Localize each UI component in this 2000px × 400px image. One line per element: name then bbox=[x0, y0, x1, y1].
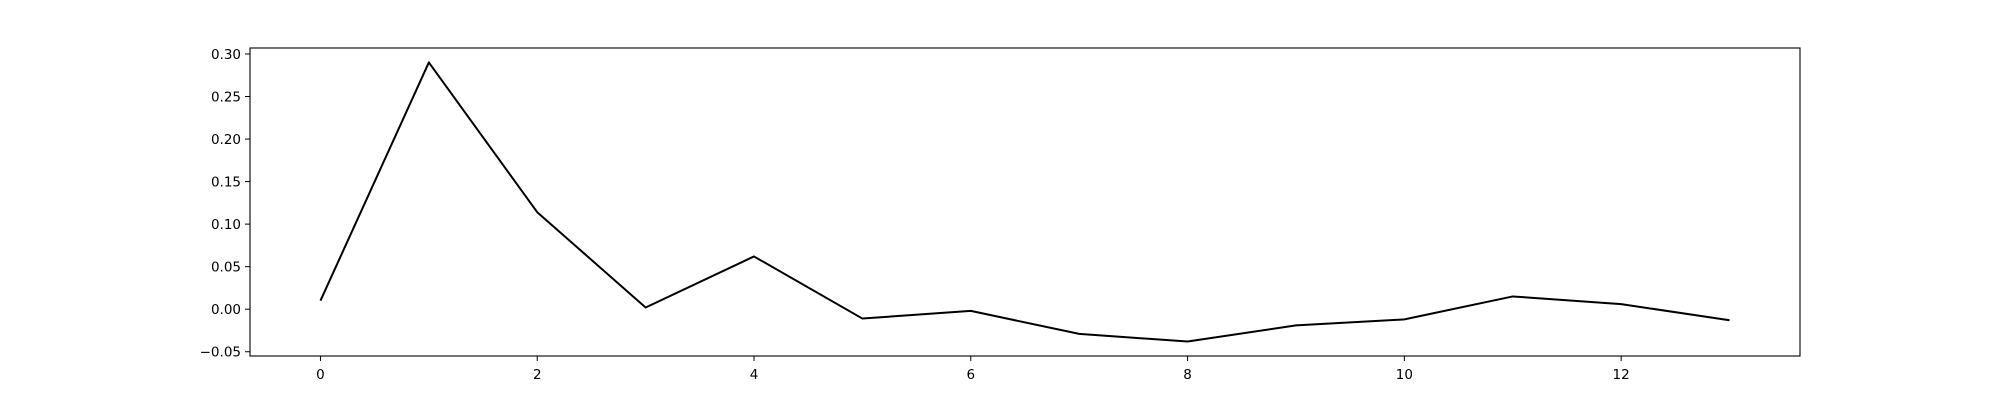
series-line bbox=[319, 61, 1730, 343]
y-tick-label: 0.25 bbox=[211, 89, 241, 105]
y-axis-ticks: −0.05 0.00 0.05 0.10 0.15 0.20 0.25 0.30 bbox=[200, 47, 250, 361]
y-tick-label: 0.20 bbox=[211, 132, 241, 148]
x-tick-label: 10 bbox=[1396, 367, 1413, 383]
y-tick-label: 0.05 bbox=[211, 260, 241, 276]
x-tick-label: 8 bbox=[1183, 367, 1192, 383]
x-tick-label: 12 bbox=[1613, 367, 1630, 383]
x-tick-label: 0 bbox=[316, 367, 325, 383]
x-tick-label: 2 bbox=[533, 367, 542, 383]
y-tick-label: 0.15 bbox=[211, 175, 241, 191]
x-tick-label: 6 bbox=[967, 367, 976, 383]
y-tick-label: 0.10 bbox=[211, 217, 241, 233]
y-tick-label: 0.00 bbox=[211, 302, 241, 318]
plot-series bbox=[319, 61, 1730, 343]
plot-area-frame bbox=[249, 47, 1801, 357]
x-tick-label: 4 bbox=[750, 367, 759, 383]
y-tick-label: −0.05 bbox=[200, 345, 241, 361]
y-tick-label: 0.30 bbox=[211, 47, 241, 63]
x-axis-ticks: 0 2 4 6 8 10 12 bbox=[316, 356, 1630, 383]
